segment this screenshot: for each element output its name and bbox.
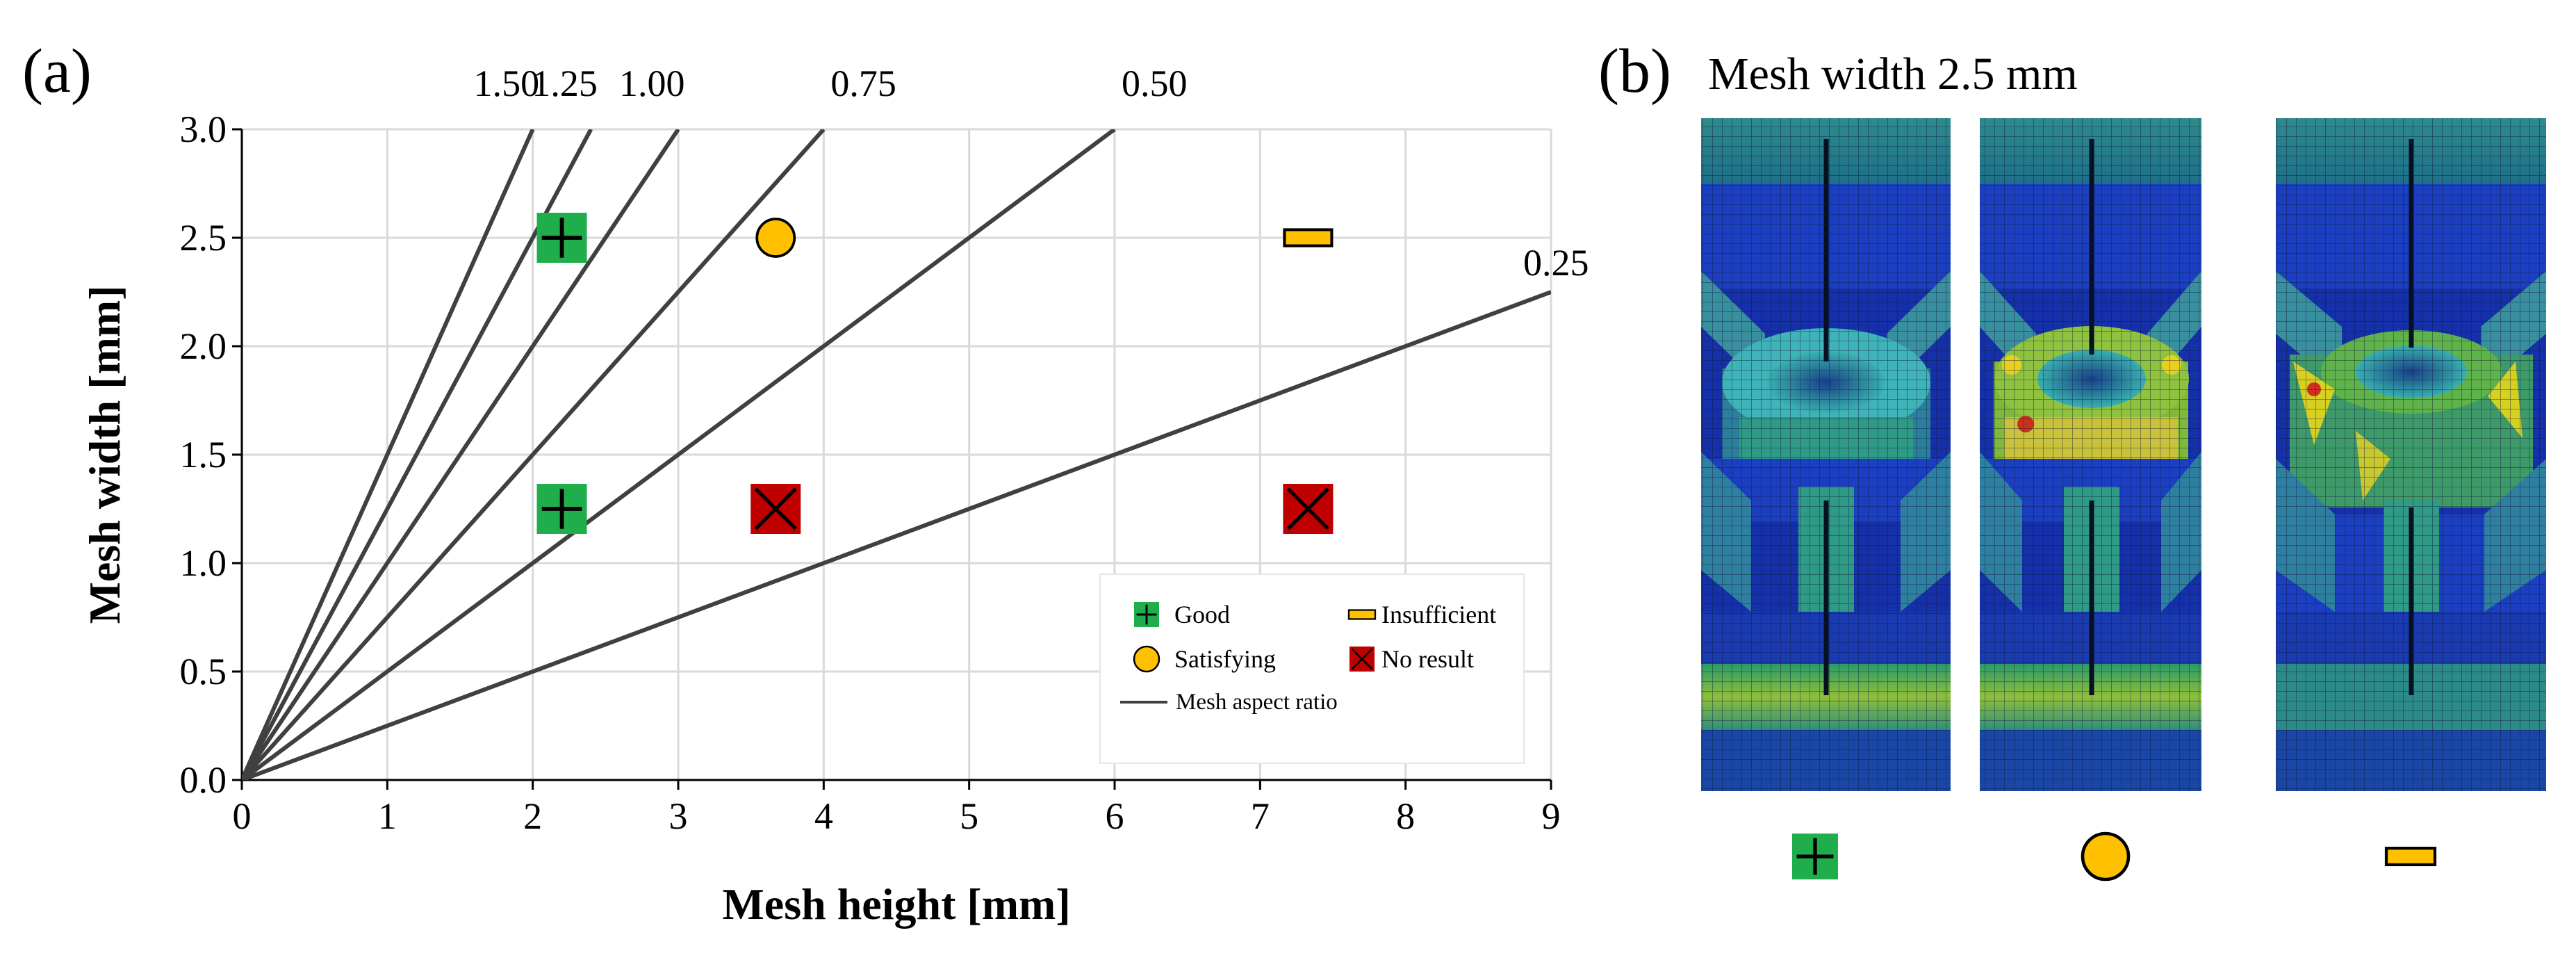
y-tick-label: 0.0 <box>180 759 227 801</box>
fe-marker-satisfying <box>2081 831 2131 881</box>
fe-marker-insufficient <box>2384 846 2437 866</box>
x-tick-label: 4 <box>814 795 833 837</box>
marker-bar <box>1283 228 1334 247</box>
legend-label: No result <box>1381 645 1474 673</box>
y-tick-label: 2.5 <box>180 217 227 259</box>
aspect-ratio-lines <box>242 129 1551 780</box>
legend-label: Satisfying <box>1174 645 1276 673</box>
legend-marker <box>1133 645 1160 673</box>
data-point-satisfying <box>755 218 796 258</box>
aspect-ratio-labels: 1.501.25 1.00 0.75 0.50 0.25 <box>474 63 1589 284</box>
y-tick-label: 3.0 <box>180 108 227 150</box>
x-tick-label: 2 <box>523 795 542 837</box>
marker-x-b <box>754 487 797 530</box>
aspect-ratio-line <box>242 290 1551 780</box>
y-tick-label: 2.0 <box>180 325 227 367</box>
x-tick-label: 5 <box>960 795 978 837</box>
axis-ticks: 0 1 2 3 4 5 6 7 8 9 0.0 0.5 1.0 1.5 2.0 2.5 3.0 <box>180 108 1561 837</box>
x-tick-label: 7 <box>1251 795 1270 837</box>
aspect-ratio-label: 0.75 <box>830 63 896 104</box>
legend-marker <box>1134 602 1159 627</box>
x-tick-label: 6 <box>1106 795 1124 837</box>
marker-circle <box>1133 645 1160 673</box>
x-tick-label: 0 <box>233 795 252 837</box>
fe-marker-good <box>1792 834 1838 879</box>
aspect-ratio-label: 0.50 <box>1122 63 1188 104</box>
y-tick-label: 0.5 <box>180 651 227 692</box>
data-point-good <box>536 213 587 263</box>
y-tick-label: 1.0 <box>180 542 227 584</box>
fe-image-insufficient <box>2276 118 2546 791</box>
marker-x-b <box>1351 648 1373 670</box>
panel-b-label: (b) <box>1598 37 1671 106</box>
x-tick-label: 3 <box>669 795 688 837</box>
legend-label: Insufficient <box>1381 601 1496 628</box>
marker-bar <box>2384 846 2437 866</box>
panel-b-title: Mesh width 2.5 mm <box>1708 49 2078 99</box>
legend-label: Mesh aspect ratio <box>1176 690 1338 715</box>
fe-images <box>1701 118 2546 791</box>
x-axis-title: Mesh height [mm] <box>722 879 1070 929</box>
fe-image-good <box>1701 118 1951 791</box>
aspect-ratio-label: 1.25 <box>532 63 598 104</box>
aspect-ratio-line <box>242 129 826 780</box>
data-points <box>536 213 1334 534</box>
aspect-ratio-label: 0.25 <box>1523 242 1589 284</box>
fe-image-markers <box>1792 831 2437 881</box>
marker-bar <box>1347 609 1377 620</box>
aspect-ratio-line <box>242 129 535 780</box>
data-point-insufficient <box>1283 228 1334 247</box>
data-point-good <box>536 484 587 534</box>
aspect-ratio-line <box>242 129 680 780</box>
y-tick-label: 1.5 <box>180 434 227 476</box>
fe-image-satisfying <box>1980 118 2201 791</box>
legend-label: Good <box>1174 601 1230 628</box>
marker-circle <box>2081 831 2131 881</box>
aspect-ratio-label: 1.50 <box>474 63 540 104</box>
marker-circle <box>755 218 796 258</box>
data-point-no-result <box>750 484 801 534</box>
marker-x-b <box>1286 487 1329 530</box>
x-tick-label: 1 <box>378 795 397 837</box>
aspect-ratio-line <box>242 129 593 780</box>
data-point-no-result <box>1283 484 1334 534</box>
legend-marker <box>1347 609 1377 620</box>
legend: Good Insufficient Satisfying No result Mesh … <box>1099 574 1525 764</box>
legend-marker <box>1349 647 1375 672</box>
y-axis-title: Mesh width [mm] <box>80 285 129 624</box>
aspect-ratio-label: 1.00 <box>619 63 685 104</box>
aspect-ratio-line <box>242 129 1116 780</box>
x-tick-label: 8 <box>1396 795 1415 837</box>
panel-a-label: (a) <box>22 37 92 106</box>
legend-box <box>1099 574 1525 764</box>
x-tick-label: 9 <box>1542 795 1561 837</box>
